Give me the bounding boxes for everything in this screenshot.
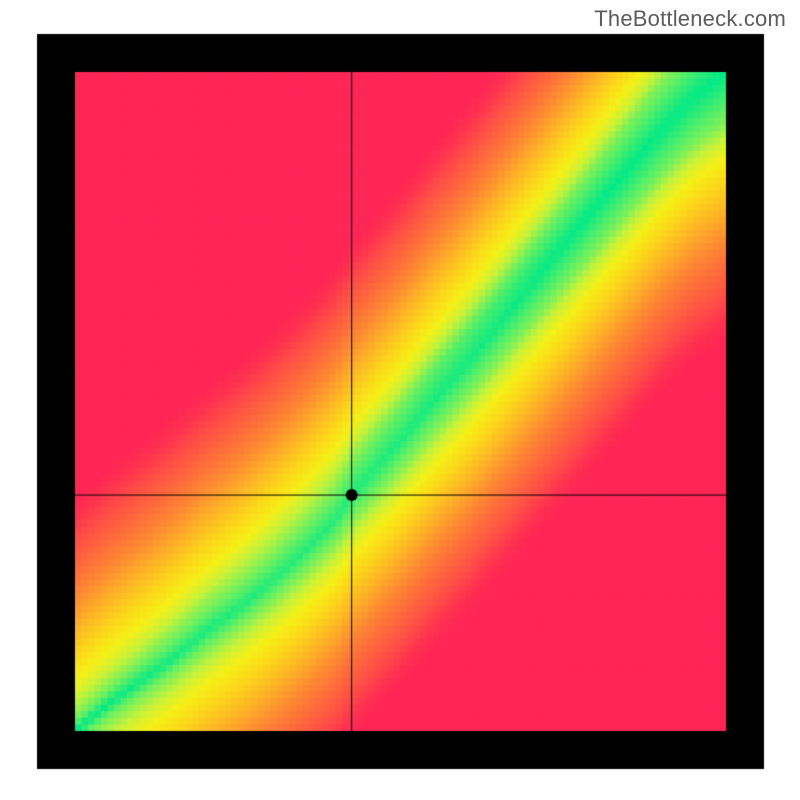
bottleneck-heatmap — [0, 0, 800, 800]
watermark-text: TheBottleneck.com — [594, 6, 786, 32]
chart-container: TheBottleneck.com — [0, 0, 800, 800]
